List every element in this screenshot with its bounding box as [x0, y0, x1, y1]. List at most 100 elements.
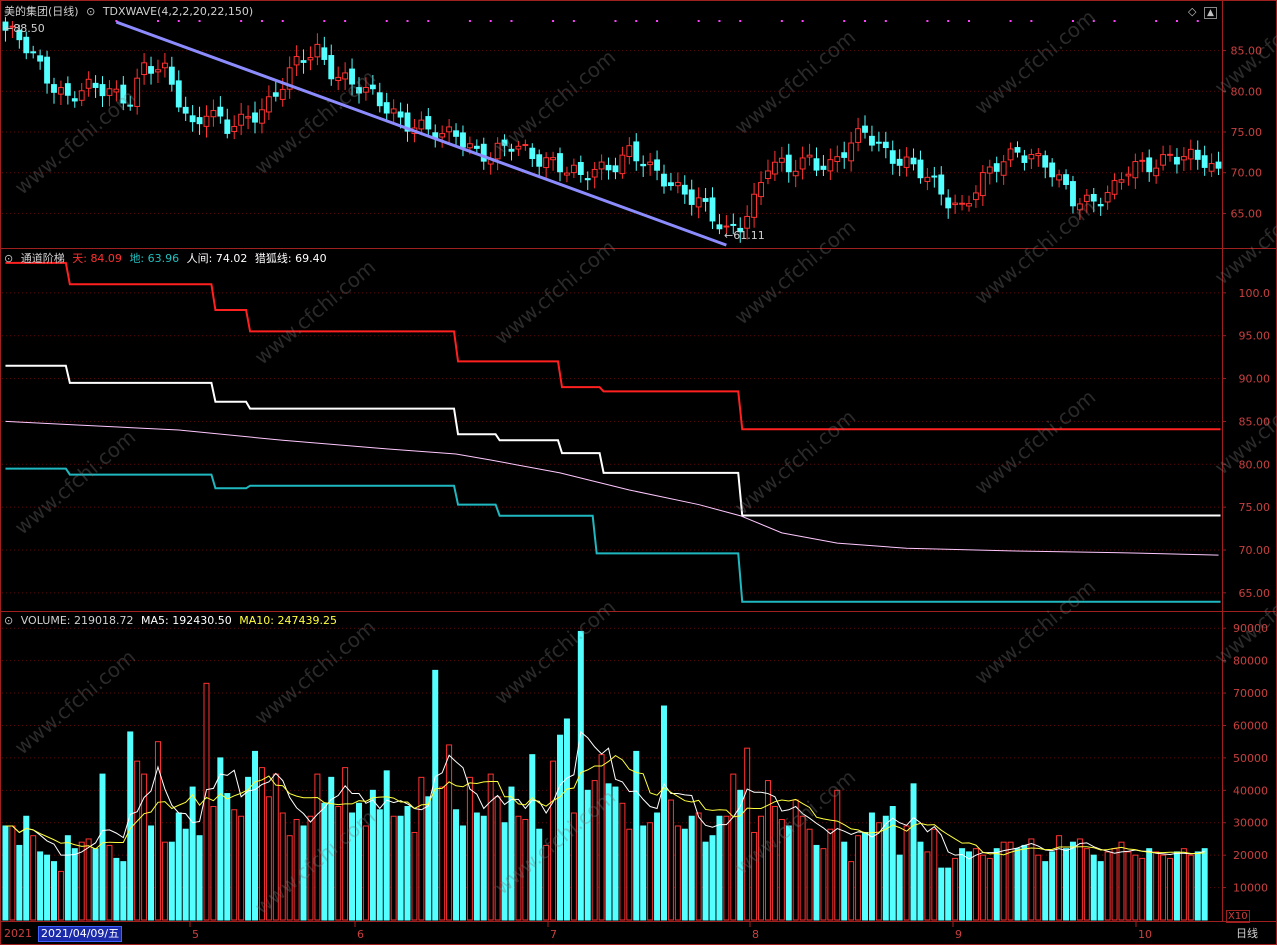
volume-bar-down: [584, 789, 591, 921]
candle-up: [1167, 153, 1173, 156]
volume-bar-up: [591, 780, 598, 921]
collapse-icon[interactable]: ▲: [1203, 7, 1217, 19]
volume-bar-down: [1194, 851, 1201, 921]
candle-down: [120, 84, 127, 104]
candle-down: [300, 60, 307, 63]
candle-down: [1201, 155, 1208, 168]
candle-down: [993, 163, 1000, 172]
candle-down: [508, 148, 515, 152]
volume-bar-up: [550, 760, 557, 921]
volume-bar-down: [938, 867, 945, 921]
stock-title: 美的集团(日线): [4, 5, 79, 18]
candle-down: [224, 119, 231, 134]
channel-line-天: [5, 261, 1221, 431]
candle-down: [383, 102, 390, 114]
candle-up: [1000, 161, 1007, 176]
candle-down: [869, 135, 875, 146]
candle-up: [979, 172, 986, 197]
volume-bar-up: [1139, 857, 1146, 921]
wave-signal-dot: [718, 20, 721, 22]
candle-down: [148, 66, 154, 74]
wave-signal-dot: [281, 20, 284, 22]
period-label[interactable]: 日线: [1236, 927, 1258, 940]
low-price-value: 61.11: [733, 229, 765, 242]
volume-bar-up: [771, 806, 778, 921]
candle-up: [1056, 174, 1063, 181]
indicator-name[interactable]: TDXWAVE(4,2,2,20,22,150): [102, 5, 254, 18]
volume-bar-down: [737, 789, 744, 921]
indicator-settings-icon[interactable]: ⊙: [4, 614, 14, 627]
volume-bar-up: [799, 815, 806, 921]
candle-up: [1160, 154, 1167, 166]
candle-up: [265, 96, 272, 113]
month-label: 5: [192, 928, 199, 941]
candle-down: [1090, 193, 1097, 202]
volume-bar-up: [362, 825, 369, 921]
candle-down: [453, 130, 459, 137]
volume-bar-up: [515, 815, 522, 921]
human-label: 人间:: [186, 252, 213, 265]
candle-up: [85, 78, 92, 89]
volume-bar-up: [806, 828, 813, 921]
volume-bar-up: [834, 789, 841, 921]
channel-indicator-name[interactable]: 通道阶梯: [20, 252, 65, 265]
indicator-settings-icon[interactable]: ⊙: [4, 252, 14, 265]
channel-tick-label: 75.00: [1239, 501, 1271, 514]
candle-up: [1083, 194, 1090, 202]
volume-bar-down: [1173, 851, 1180, 921]
candle-down: [127, 104, 134, 107]
indicator-settings-icon[interactable]: ⊙: [86, 5, 96, 18]
candle-down: [945, 197, 952, 209]
channel-panel-header: ⊙ 通道阶梯 天: 84.09 地: 63.96 人间: 74.02 猎狐线: …: [4, 252, 331, 266]
volume-bar-down: [92, 848, 99, 921]
candle-up: [834, 156, 841, 162]
candle-down: [501, 139, 508, 146]
wave-signal-dot: [614, 20, 617, 22]
volume-bar-down: [910, 783, 917, 921]
candle-up: [106, 88, 113, 96]
candle-down: [2, 21, 9, 31]
volume-bar-down: [432, 669, 439, 921]
candle-up: [279, 88, 286, 100]
candle-down: [99, 84, 106, 97]
volume-bar-down: [882, 815, 889, 921]
volume-bar-down: [501, 822, 508, 921]
candle-up: [134, 77, 141, 107]
candle-up: [446, 126, 453, 133]
ma5-label: MA5:: [141, 614, 169, 627]
volume-label[interactable]: VOLUME:: [20, 614, 71, 627]
volume-bar-up: [730, 773, 737, 921]
candle-down: [175, 80, 182, 108]
wave-signal-dot: [260, 20, 263, 22]
candle-up: [522, 144, 529, 147]
candle-up: [161, 62, 168, 69]
volume-bar-up: [30, 835, 37, 921]
wave-signal-dot: [427, 20, 430, 22]
volume-bar-up: [570, 812, 577, 921]
volume-bar-up: [279, 812, 286, 921]
volume-bar-up: [106, 844, 113, 921]
candle-down: [820, 165, 827, 170]
diamond-icon[interactable]: ◇: [1188, 5, 1197, 18]
volume-tick-label: 10000: [1233, 882, 1268, 895]
candle-up: [1187, 148, 1194, 160]
volume-bar-up: [439, 786, 446, 921]
candle-down: [217, 106, 224, 117]
volume-bar-up: [141, 773, 148, 921]
volume-bar-down: [2, 825, 9, 921]
wave-signal-dot: [864, 20, 867, 22]
candle-down: [661, 173, 667, 187]
volume-bar-down: [640, 825, 647, 921]
volume-bar-up: [210, 806, 217, 921]
candle-up: [564, 172, 570, 176]
volume-bar-down: [120, 861, 127, 921]
candle-down: [702, 198, 709, 202]
candle-down: [529, 147, 536, 160]
volume-bar-up: [778, 818, 785, 921]
candle-down: [23, 36, 30, 54]
channel-tick-label: 65.00: [1239, 587, 1271, 600]
volume-bar-up: [418, 776, 425, 921]
volume-bar-up: [1132, 854, 1139, 921]
volume-bar-down: [71, 848, 78, 921]
